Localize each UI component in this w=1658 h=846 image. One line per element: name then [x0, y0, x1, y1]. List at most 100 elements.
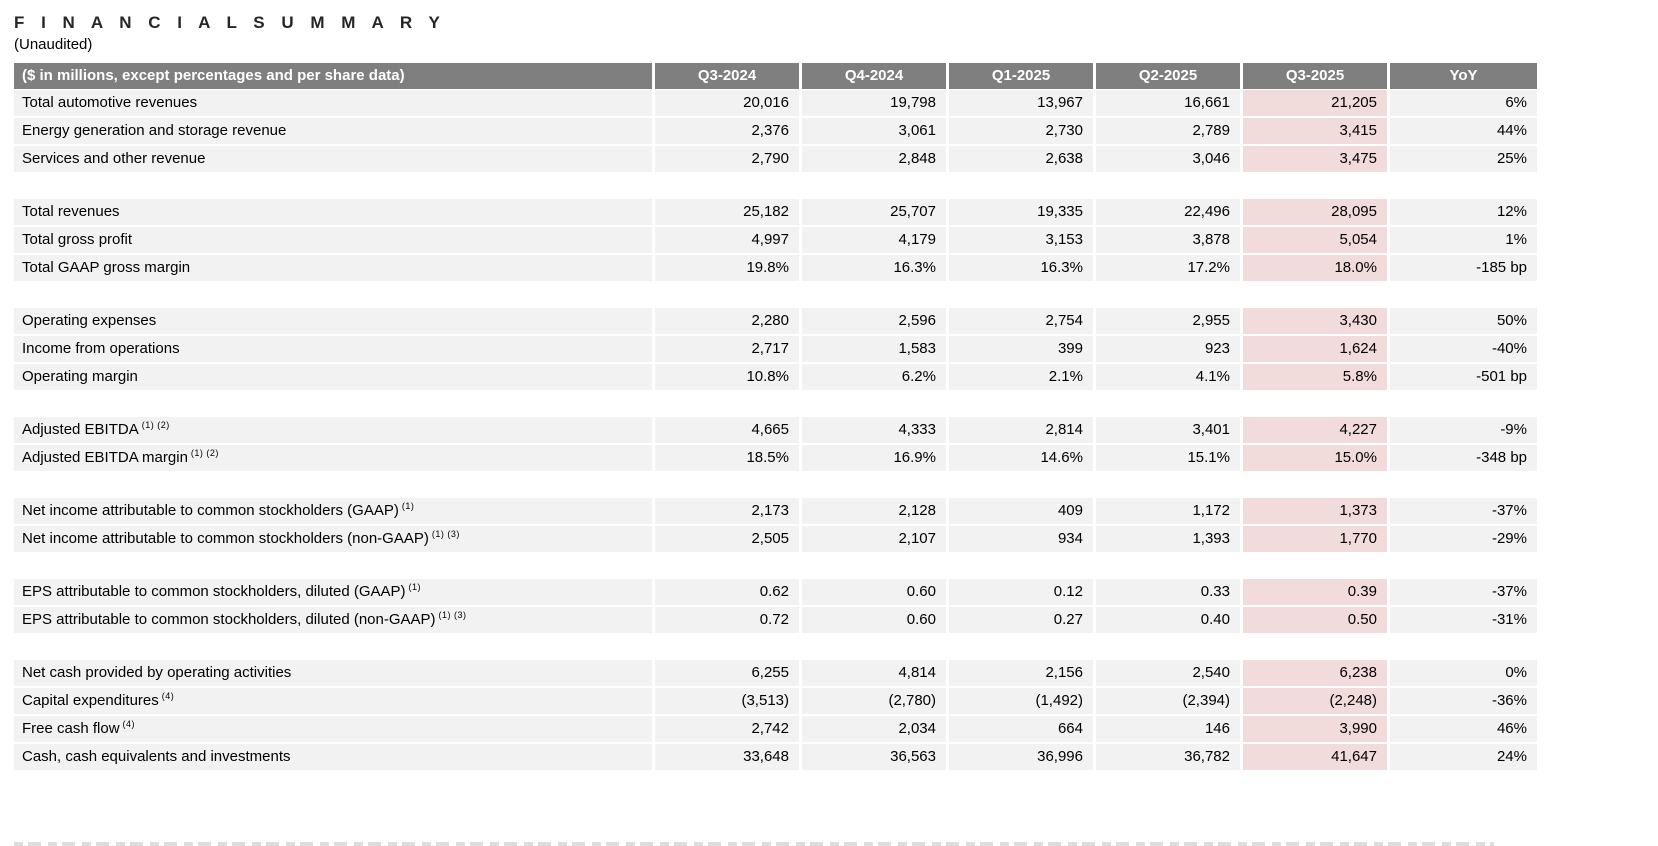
table-body: Total automotive revenues 20,016 19,798 13,…	[14, 90, 1537, 771]
value-cell: (2,394)	[1096, 688, 1243, 715]
value-cell: 146	[1096, 716, 1243, 743]
value-cell: 2,955	[1096, 308, 1243, 335]
row-label: Total GAAP gross margin	[14, 255, 655, 282]
value-cell: 3,046	[1096, 146, 1243, 173]
value-cell: 2,540	[1096, 660, 1243, 687]
value-cell: 2,280	[655, 308, 802, 335]
section-spacer	[14, 283, 1537, 309]
clipped-footnote-line	[14, 842, 1494, 846]
value-cell: 1,393	[1096, 526, 1243, 553]
value-cell-highlighted: 1,770	[1243, 526, 1390, 553]
value-cell: 25%	[1390, 146, 1537, 173]
value-cell: 0.62	[655, 579, 802, 606]
value-cell: 24%	[1390, 744, 1537, 771]
value-cell-highlighted: 1,624	[1243, 336, 1390, 363]
value-cell: 14.6%	[949, 445, 1096, 472]
row-label: Total revenues	[14, 199, 655, 226]
value-cell-highlighted: 1,373	[1243, 498, 1390, 525]
value-cell: 4,665	[655, 417, 802, 444]
value-cell: 18.5%	[655, 445, 802, 472]
value-cell: 4,179	[802, 227, 949, 254]
value-cell: -185 bp	[1390, 255, 1537, 282]
value-cell-highlighted: 3,990	[1243, 716, 1390, 743]
value-cell: (3,513)	[655, 688, 802, 715]
value-cell-highlighted: 5,054	[1243, 227, 1390, 254]
page-title: F I N A N C I A L S U M M A R Y	[14, 13, 446, 32]
value-cell: 20,016	[655, 90, 802, 117]
value-cell: 399	[949, 336, 1096, 363]
table-row: EPS attributable to common stockholders,…	[14, 607, 1537, 634]
value-cell: 2,730	[949, 118, 1096, 145]
value-cell-highlighted: 3,475	[1243, 146, 1390, 173]
value-cell: 2,596	[802, 308, 949, 335]
value-cell: 2,848	[802, 146, 949, 173]
value-cell: -40%	[1390, 336, 1537, 363]
value-cell: 13,967	[949, 90, 1096, 117]
value-cell: -501 bp	[1390, 364, 1537, 391]
value-cell: 0.27	[949, 607, 1096, 634]
column-header-q3-2025: Q3-2025	[1243, 63, 1390, 90]
footnote-marker: (1)	[408, 582, 422, 593]
table-row: Energy generation and storage revenue 2,3…	[14, 118, 1537, 145]
value-cell: 25,707	[802, 199, 949, 226]
financial-summary-page: F I N A N C I A L S U M M A R Y (Unaudit…	[14, 13, 1537, 771]
value-cell: 4.1%	[1096, 364, 1243, 391]
value-cell-highlighted: 41,647	[1243, 744, 1390, 771]
value-cell: -9%	[1390, 417, 1537, 444]
value-cell-highlighted: 18.0%	[1243, 255, 1390, 282]
value-cell: 409	[949, 498, 1096, 525]
table-row: Net income attributable to common stockh…	[14, 498, 1537, 525]
value-cell: 2,814	[949, 417, 1096, 444]
value-cell: 3,401	[1096, 417, 1243, 444]
table-row: Total revenues 25,182 25,707 19,335 22,496 28…	[14, 199, 1537, 226]
value-cell: -37%	[1390, 579, 1537, 606]
value-cell: 0.33	[1096, 579, 1243, 606]
value-cell: (2,780)	[802, 688, 949, 715]
row-label: Net cash provided by operating activitie…	[14, 660, 655, 687]
section-spacer	[14, 635, 1537, 661]
value-cell: 44%	[1390, 118, 1537, 145]
table-row: Adjusted EBITDA margin (1) (2) 18.5% 16.9% 1…	[14, 445, 1537, 472]
value-cell: -37%	[1390, 498, 1537, 525]
value-cell: 10.8%	[655, 364, 802, 391]
value-cell: 2,505	[655, 526, 802, 553]
value-cell-highlighted: 0.39	[1243, 579, 1390, 606]
value-cell: 2,128	[802, 498, 949, 525]
row-label: Total gross profit	[14, 227, 655, 254]
value-cell: 3,878	[1096, 227, 1243, 254]
value-cell: 2,742	[655, 716, 802, 743]
value-cell: 2,754	[949, 308, 1096, 335]
value-cell: 923	[1096, 336, 1243, 363]
table-row: Operating expenses 2,280 2,596 2,754 2,955 3,…	[14, 308, 1537, 335]
value-cell: 17.2%	[1096, 255, 1243, 282]
value-cell-highlighted: 15.0%	[1243, 445, 1390, 472]
value-cell: 664	[949, 716, 1096, 743]
value-cell: 6.2%	[802, 364, 949, 391]
row-label: Services and other revenue	[14, 146, 655, 173]
footnote-marker: (4)	[161, 691, 175, 702]
column-header-q2-2025: Q2-2025	[1096, 63, 1243, 90]
value-cell: 0.60	[802, 579, 949, 606]
value-cell: 25,182	[655, 199, 802, 226]
value-cell: 4,814	[802, 660, 949, 687]
value-cell: 36,996	[949, 744, 1096, 771]
value-cell: -36%	[1390, 688, 1537, 715]
table-row: Free cash flow (4) 2,742 2,034 664 146 3,990 46…	[14, 716, 1537, 743]
value-cell: 16,661	[1096, 90, 1243, 117]
value-cell: 19,335	[949, 199, 1096, 226]
table-header-row: ($ in millions, except percentages and p…	[14, 63, 1537, 90]
row-label: Free cash flow (4)	[14, 716, 655, 743]
table-header-label: ($ in millions, except percentages and p…	[14, 63, 655, 90]
value-cell: 2,717	[655, 336, 802, 363]
value-cell: 1,172	[1096, 498, 1243, 525]
table-row: Adjusted EBITDA (1) (2) 4,665 4,333 2,814 3,4…	[14, 417, 1537, 444]
value-cell: -31%	[1390, 607, 1537, 634]
value-cell: (1,492)	[949, 688, 1096, 715]
table-row: Total GAAP gross margin 19.8% 16.3% 16.3% 17…	[14, 255, 1537, 282]
footnote-marker: (1) (3)	[431, 529, 460, 540]
financial-summary-table: ($ in millions, except percentages and p…	[14, 63, 1537, 771]
section-spacer	[14, 473, 1537, 499]
value-cell: 33,648	[655, 744, 802, 771]
footnote-marker: (4)	[122, 719, 136, 730]
table-row: EPS attributable to common stockholders,…	[14, 579, 1537, 606]
